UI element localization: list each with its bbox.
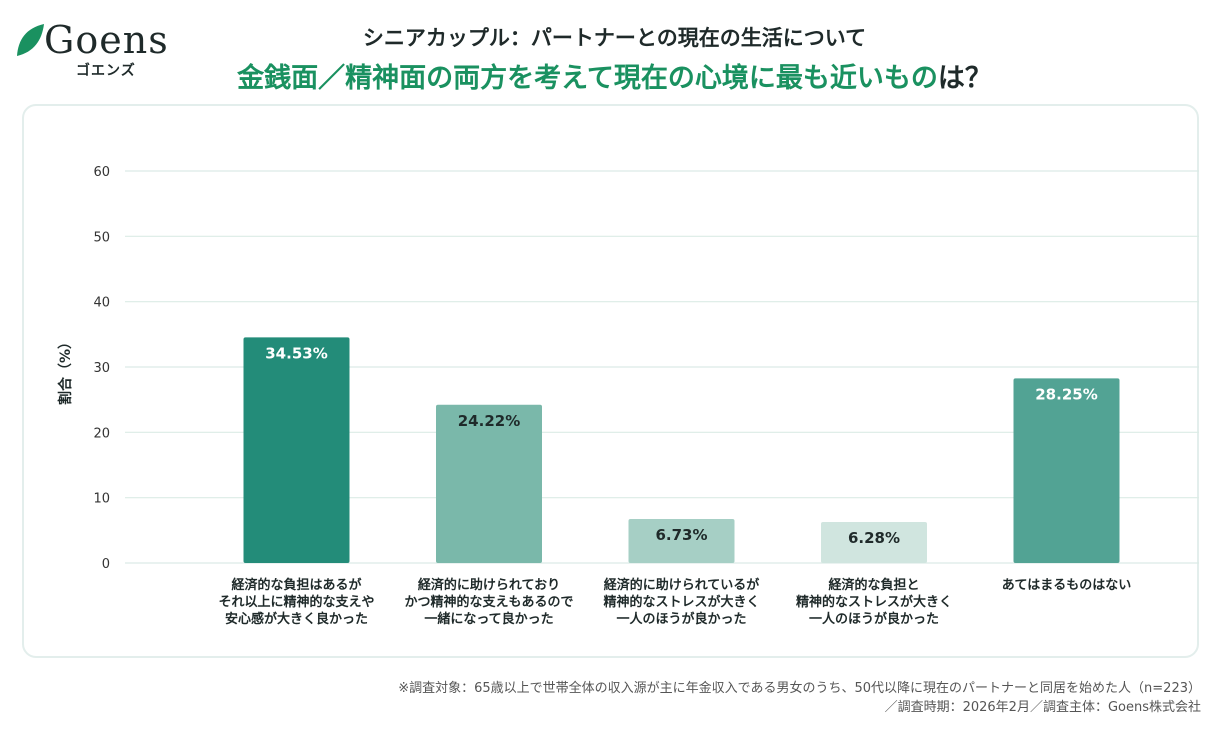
x-tick-label: 経済的に助けられているが bbox=[604, 577, 760, 593]
leaf-icon bbox=[17, 24, 44, 56]
data-label: 24.22% bbox=[458, 412, 520, 430]
logo-kana: ゴエンズ bbox=[76, 63, 136, 79]
x-tick-label: 一人のほうが良かった bbox=[616, 611, 746, 627]
x-tick-label: かつ精神的な支えもあるので bbox=[404, 594, 573, 610]
survey-note: ※調査対象：65歳以上で世帯全体の収入源が主に年金収入である男女のうち、50代以… bbox=[398, 681, 1201, 696]
chart-title-accent: 金銭面／精神面の両方を考えて現在の心境に最も近いもの bbox=[237, 63, 938, 94]
x-tick-label: 精神的なストレスが大きく bbox=[796, 594, 952, 610]
y-tick-label: 10 bbox=[93, 492, 110, 507]
x-tick-label: 安心感が大きく良かった bbox=[225, 611, 368, 627]
y-tick-label: 40 bbox=[93, 296, 110, 311]
x-tick-label: 一人のほうが良かった bbox=[809, 611, 939, 627]
survey-source: ／調査時期：2026年2月／調査主体：Goens株式会社 bbox=[884, 700, 1201, 715]
y-tick-label: 20 bbox=[93, 426, 110, 441]
x-tick-label: 経済的な負担はあるが bbox=[231, 577, 361, 593]
x-tick-label: 一緒になって良かった bbox=[424, 611, 553, 627]
chart-title: 金銭面／精神面の両方を考えて現在の心境に最も近いものは？ bbox=[0, 56, 1229, 95]
x-tick-label: それ以上に精神的な支えや bbox=[218, 594, 374, 610]
data-label: 6.28% bbox=[848, 529, 900, 547]
bar bbox=[628, 519, 735, 563]
chart-subtitle: シニアカップル：パートナーとの現在の生活について bbox=[362, 26, 867, 50]
bar bbox=[243, 337, 350, 563]
chart-title-rest: は？ bbox=[937, 63, 992, 94]
y-tick-label: 60 bbox=[93, 165, 110, 180]
y-tick-label: 50 bbox=[93, 230, 110, 245]
y-axis-label: 割合（%） bbox=[57, 335, 74, 405]
data-label: 34.53% bbox=[265, 344, 327, 362]
x-tick-label: 経済的な負担と bbox=[828, 577, 919, 593]
bar bbox=[1013, 378, 1120, 563]
bar bbox=[821, 521, 927, 563]
x-tick-label: 経済的に助けられており bbox=[418, 577, 560, 593]
x-tick-label: 精神的なストレスが大きく bbox=[603, 594, 759, 610]
data-label: 28.25% bbox=[1035, 385, 1097, 403]
logo: Goens ゴエンズ bbox=[14, 16, 184, 80]
x-tick-label: あてはまるものはない bbox=[1002, 578, 1131, 593]
bar-chart: 0 10 20 30 40 50 60 割合（%） 34.53% 経済的な負担はあるがそれ以上に精… bbox=[57, 165, 1199, 627]
y-tick-label: 0 bbox=[102, 557, 110, 572]
y-tick-label: 30 bbox=[93, 361, 110, 376]
chart-panel bbox=[22, 104, 1199, 658]
bar bbox=[436, 404, 542, 563]
data-label: 6.73% bbox=[655, 526, 707, 544]
logo-wordmark: Goens bbox=[44, 18, 169, 62]
